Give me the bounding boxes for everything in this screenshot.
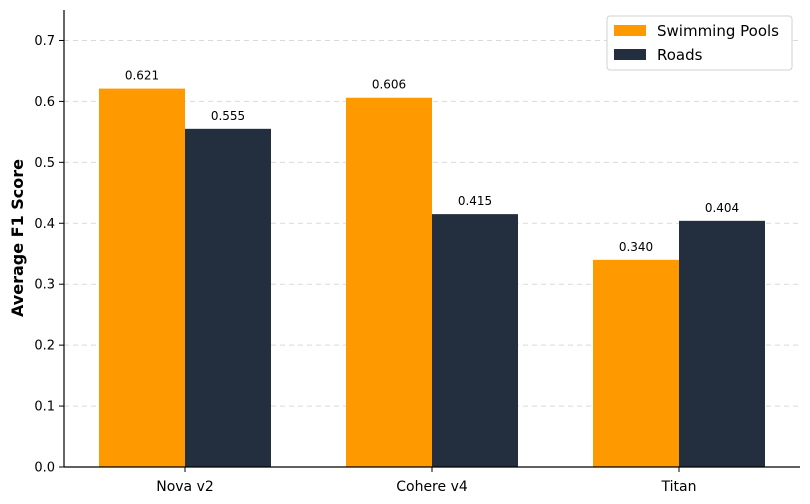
bar-roads-cohere-v4 (432, 214, 518, 467)
legend-swatch-roads (614, 49, 646, 60)
data-label: 0.606 (372, 78, 406, 92)
y-tick-label: 0.3 (34, 278, 55, 293)
x-tick-label: Nova v2 (156, 479, 214, 495)
y-tick-label: 0.4 (34, 217, 55, 232)
y-tick-label: 0.1 (34, 400, 55, 415)
data-label: 0.621 (125, 69, 159, 83)
y-tick-label: 0.5 (34, 156, 55, 171)
data-label: 0.404 (705, 201, 739, 215)
bar-roads-nova-v2 (185, 128, 271, 467)
data-labels: 0.621 0.555 0.606 0.415 0.340 0.404 (125, 69, 739, 254)
y-tick-label: 0.7 (34, 34, 55, 49)
data-label: 0.340 (619, 240, 653, 254)
data-label: 0.555 (211, 109, 245, 123)
x-tick-label: Titan (661, 479, 697, 495)
legend-label-roads: Roads (657, 46, 703, 64)
legend-swatch-swimming-pools (614, 25, 646, 36)
y-tick-label: 0.0 (34, 461, 55, 476)
x-tick-label: Cohere v4 (396, 479, 468, 495)
y-axis-label: Average F1 Score (8, 159, 27, 317)
legend-label-swimming-pools: Swimming Pools (657, 22, 779, 40)
legend: Swimming Pools Roads (606, 15, 793, 71)
y-tick-label: 0.2 (34, 339, 55, 354)
bar-swimming-pools-titan (593, 259, 679, 467)
y-ticks: 0.0 0.1 0.2 0.3 0.4 0.5 0.6 0.7 (34, 34, 64, 476)
bar-swimming-pools-cohere-v4 (346, 97, 432, 467)
y-tick-label: 0.6 (34, 95, 55, 110)
legend-box (606, 15, 793, 71)
bars (99, 88, 765, 467)
bar-swimming-pools-nova-v2 (99, 88, 185, 467)
data-label: 0.415 (458, 194, 492, 208)
bar-roads-titan (679, 220, 765, 467)
x-ticks: Nova v2 Cohere v4 Titan (156, 467, 696, 495)
